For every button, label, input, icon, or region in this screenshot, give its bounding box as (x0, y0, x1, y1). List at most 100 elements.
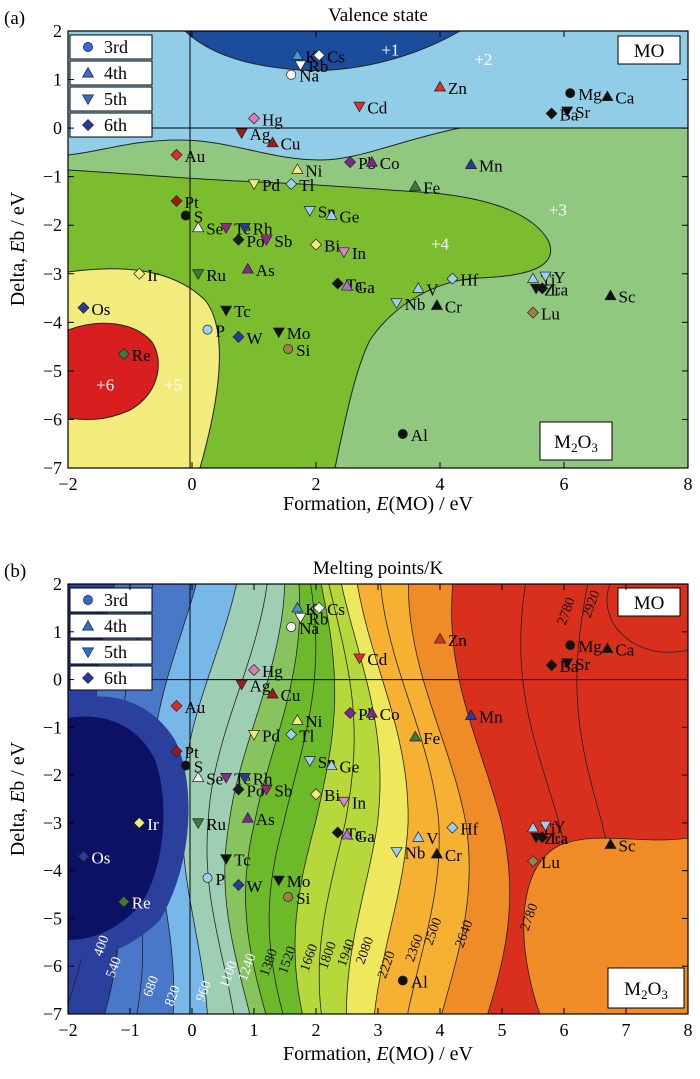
element-label-ir: Ir (147, 266, 159, 285)
element-label-cu: Cu (281, 135, 301, 154)
marker-te (219, 223, 233, 234)
marker-si (283, 891, 294, 902)
marker-v (412, 282, 425, 293)
x-tick-label: 5 (498, 1020, 507, 1040)
panel-b-label: (b) (4, 561, 26, 582)
element-label-au: Au (185, 147, 206, 166)
element-label-lu: Lu (541, 305, 560, 324)
legend-label-5th: 5th (104, 89, 127, 109)
marker-na (286, 622, 297, 632)
element-label-rb: Rb (309, 57, 329, 76)
marker-nb (390, 847, 403, 858)
marker-lu (527, 855, 539, 868)
y-tick-label: −1 (43, 167, 62, 187)
marker-as (241, 811, 254, 823)
marker-sc (604, 289, 617, 301)
y-tick-label: −3 (43, 813, 62, 833)
marker-pt (170, 745, 183, 758)
marker-ga (340, 279, 354, 291)
marker-ag (235, 679, 248, 691)
element-label-ge: Ge (340, 758, 360, 777)
y-tick-label: 0 (53, 670, 62, 690)
element-label-ga: Ga (355, 827, 375, 846)
element-label-nb: Nb (405, 295, 426, 314)
marker-ge (325, 209, 338, 220)
element-label-pt: Pt (185, 193, 199, 212)
element-label-sr: Sr (575, 655, 590, 674)
panel-a-mo-label: MO (634, 41, 665, 62)
element-label-mn: Mn (479, 157, 503, 176)
contour-line-2640 (451, 584, 511, 1014)
contour-line-1940 (318, 584, 355, 1014)
y-tick-label: −7 (43, 1004, 62, 1024)
region-plus1 (185, 31, 460, 71)
panel-b-legend: 3rd 4th 5th 6th (69, 587, 153, 691)
y-tick-label: 0 (53, 118, 62, 138)
x-tick-label: 6 (560, 1020, 569, 1040)
panel-b-xlabel: Formation, E(MO) / eV (283, 1043, 474, 1065)
marker-hf (446, 821, 459, 834)
marker-ag (235, 128, 248, 140)
legend-label-4th: 4th (104, 616, 127, 636)
element-label-zr: Zr (544, 280, 560, 299)
element-label-re: Re (132, 346, 151, 365)
element-label-pd: Pd (262, 176, 280, 195)
element-label-ag: Ag (250, 125, 271, 144)
panel-a-xlabel: Formation, E(MO) / eV (283, 493, 474, 515)
marker-pd (247, 179, 261, 191)
contour-line-1520 (245, 584, 301, 1014)
element-label-ag: Ag (250, 676, 271, 695)
legend-marker-4th (81, 66, 95, 78)
marker-ge (325, 759, 338, 771)
y-tick-label: −4 (43, 861, 62, 881)
marker-sn (303, 756, 316, 767)
contour-line-2220 (356, 584, 409, 1014)
valence-region-label: +4 (431, 235, 450, 254)
panel-b-ticks: −2 −1 0 1 2 3 4 5 6 7 8 −7 −6 −5 −4 −3 −2 −1 0 1 2 (43, 574, 693, 1040)
contour-line-2500 (407, 584, 470, 1014)
element-label-ga: Ga (355, 278, 375, 297)
panel-b-title: Melting points/K (313, 558, 444, 579)
marker-co (365, 706, 378, 718)
element-label-sc: Sc (619, 288, 636, 307)
marker-cs (313, 49, 326, 62)
panel-a: (a) Valence state +1 +2 +3 +4 +5 +6 MO (4, 5, 693, 515)
contour-label-540: 540 (104, 955, 125, 980)
element-label-k: K (305, 47, 318, 66)
marker-po (232, 233, 245, 246)
element-label-in: In (352, 793, 367, 812)
contour-label-820: 820 (163, 984, 184, 1009)
marker-ga (340, 828, 354, 840)
element-label-ni: Ni (305, 712, 322, 731)
element-label-mg: Mg (578, 637, 602, 656)
legend-label-3rd: 3rd (104, 590, 128, 610)
element-label-ni: Ni (305, 161, 322, 180)
element-label-fe: Fe (423, 729, 440, 748)
legend-label-6th: 6th (104, 668, 127, 688)
marker-rb (294, 60, 307, 72)
marker-y (539, 820, 552, 832)
element-label-tc: Tc (234, 851, 251, 870)
element-label-rh: Rh (253, 770, 273, 789)
marker-mg (565, 640, 576, 651)
element-label-sr: Sr (575, 103, 590, 122)
element-label-s: S (194, 758, 203, 777)
marker-y (539, 271, 552, 283)
band-lowest-lobe (68, 716, 164, 940)
element-label-w: W (247, 329, 264, 348)
element-label-po: Po (247, 232, 265, 251)
element-label-ba: Ba (560, 657, 579, 676)
x-tick-label: 4 (436, 1020, 445, 1040)
element-label-pd: Pd (262, 727, 280, 746)
marker-hg (248, 664, 260, 676)
valence-region-label: +3 (549, 201, 567, 220)
marker-ru (192, 269, 205, 280)
marker-ni (291, 163, 304, 174)
marker-sr (560, 106, 574, 118)
marker-al (397, 975, 408, 986)
x-tick-label: 0 (188, 474, 197, 494)
marker-fe (409, 180, 422, 191)
panel-a-m2o3-label: M2O3 (554, 432, 598, 455)
marker-re (117, 347, 130, 360)
